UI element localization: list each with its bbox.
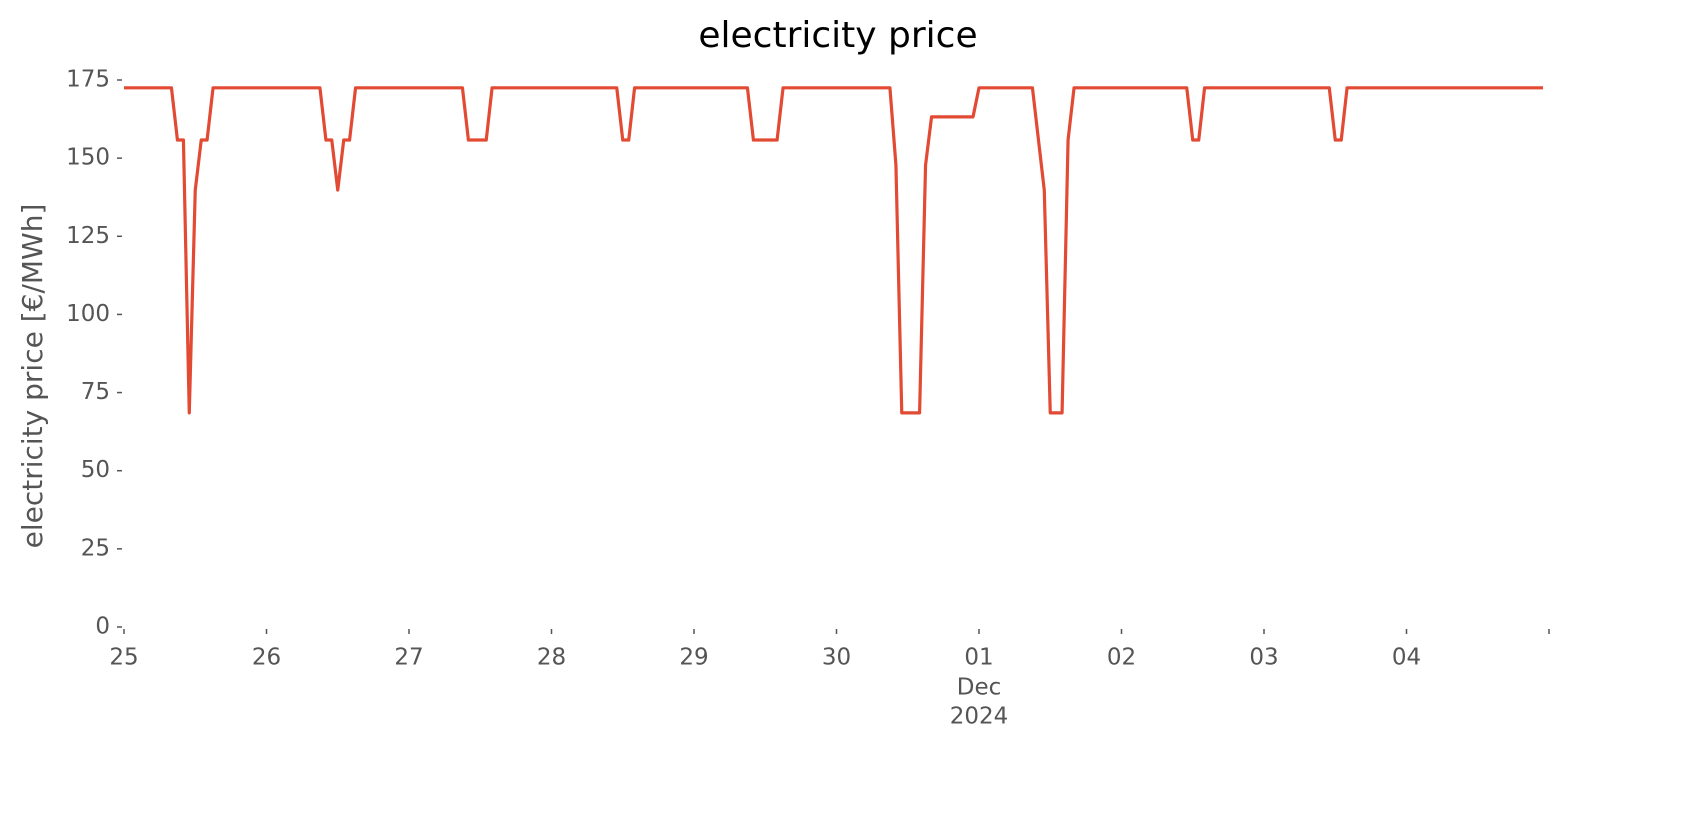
x-tick-label: 29 (679, 645, 708, 671)
chart-title: electricity price (698, 15, 977, 56)
x-tick-label: 02 (1107, 645, 1136, 671)
x-year-label: 2024 (950, 704, 1009, 730)
y-tick-label: 150 (66, 145, 110, 171)
x-tick-label: 27 (394, 645, 423, 671)
y-tick-label: 25 (81, 535, 110, 561)
y-tick-label: 125 (66, 223, 110, 249)
x-tick-label: 01 (964, 645, 993, 671)
y-tick-label: 50 (81, 457, 110, 483)
price-line (124, 86, 1544, 415)
x-tick-label: 03 (1249, 645, 1278, 671)
y-axis-label: electricity price [€/MWh] (16, 204, 49, 549)
x-tick-label: 25 (109, 645, 138, 671)
x-tick-label: 28 (537, 645, 566, 671)
x-tick-label: 26 (252, 645, 281, 671)
x-month-label: Dec (957, 675, 1002, 701)
y-tick-label: 175 (66, 67, 110, 93)
x-tick-label: 30 (822, 645, 851, 671)
y-tick-label: 100 (66, 301, 110, 327)
y-tick-label: 75 (81, 379, 110, 405)
y-tick-label: 0 (95, 614, 110, 640)
x-tick-label: 04 (1392, 645, 1421, 671)
